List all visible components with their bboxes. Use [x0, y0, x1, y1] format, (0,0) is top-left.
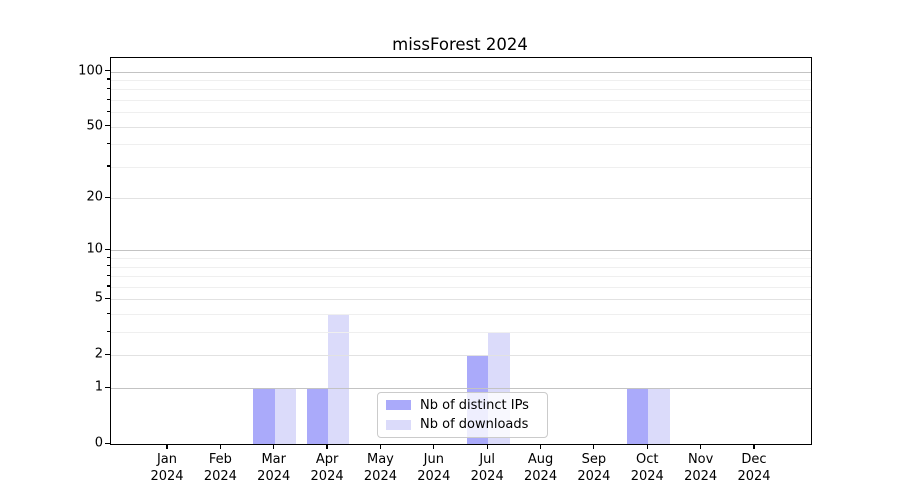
- x-tick-label-Jun: Jun 2024: [417, 452, 451, 484]
- bar-nb-of-downloads-Mar: [274, 388, 297, 444]
- gridline-minor-6: [111, 286, 811, 288]
- gridline-20: [111, 198, 811, 200]
- y-tick-100: [105, 70, 110, 72]
- x-tick-Oct: [646, 444, 648, 449]
- y-tick-2: [105, 353, 110, 356]
- x-tick-label-Dec: Dec 2024: [737, 452, 771, 484]
- x-tick-Jun: [433, 444, 435, 449]
- x-tick-Jan: [166, 444, 168, 449]
- gridline-1: [111, 388, 811, 390]
- chart-title: missForest 2024: [392, 35, 528, 54]
- x-tick-Dec: [753, 444, 755, 449]
- x-tick-label-Aug: Aug 2024: [524, 452, 558, 484]
- x-tick-label-Mar: Mar 2024: [257, 452, 291, 484]
- y-tick-minor-4: [107, 312, 110, 314]
- y-tick-label-100: 100: [78, 63, 103, 79]
- x-tick-label-Jan: Jan 2024: [150, 452, 184, 484]
- gridline-minor-4: [111, 314, 811, 316]
- y-tick-minor-70: [107, 98, 110, 100]
- x-tick-Feb: [219, 444, 221, 449]
- gridline-minor-7: [111, 276, 811, 278]
- gridline-2: [111, 355, 811, 357]
- x-tick-label-Nov: Nov 2024: [684, 452, 718, 484]
- legend-item-downloads: Nb of downloads: [386, 417, 547, 432]
- y-tick-label-20: 20: [86, 189, 103, 205]
- gridline-minor-9: [111, 258, 811, 260]
- x-tick-label-Apr: Apr 2024: [310, 452, 344, 484]
- gridline-minor-70: [111, 100, 811, 101]
- x-tick-label-Oct: Oct 2024: [630, 452, 664, 484]
- bar-nb-of-distinct-ips-Oct: [626, 388, 649, 444]
- gridline-minor-80: [111, 89, 811, 91]
- x-tick-Sep: [593, 444, 595, 449]
- y-tick-label-5: 5: [94, 290, 103, 306]
- x-tick-label-Sep: Sep 2024: [577, 452, 611, 484]
- gridline-5: [111, 299, 811, 301]
- x-tick-Aug: [539, 444, 542, 449]
- x-tick-Mar: [273, 444, 275, 449]
- x-tick-May: [379, 444, 382, 449]
- gridline-100: [111, 71, 811, 73]
- y-tick-minor-40: [107, 142, 110, 144]
- y-tick-minor-7: [107, 274, 110, 276]
- y-tick-20: [105, 196, 110, 198]
- x-tick-Jul: [486, 444, 488, 449]
- y-tick-minor-6: [107, 285, 110, 287]
- y-tick-minor-80: [107, 87, 110, 90]
- legend-item-distinct-ips: Nb of distinct IPs: [386, 398, 547, 413]
- y-tick-minor-90: [107, 78, 110, 80]
- x-tick-label-Jul: Jul 2024: [470, 452, 504, 484]
- y-tick-label-0: 0: [94, 435, 103, 451]
- gridline-minor-90: [111, 79, 811, 81]
- y-tick-1: [105, 386, 110, 388]
- y-tick-label-2: 2: [94, 346, 103, 362]
- bar-nb-of-distinct-ips-Apr: [306, 388, 329, 444]
- y-tick-50: [105, 125, 110, 127]
- y-tick-minor-8: [107, 265, 110, 267]
- bar-nb-of-distinct-ips-Mar: [253, 388, 275, 444]
- x-tick-Apr: [326, 444, 328, 449]
- gridline-10: [111, 250, 811, 252]
- x-tick-label-Feb: Feb 2024: [203, 452, 237, 484]
- legend-swatch-distinct-ips: [386, 400, 411, 411]
- y-tick-label-1: 1: [94, 379, 103, 395]
- y-tick-5: [105, 297, 110, 300]
- y-tick-minor-9: [107, 256, 110, 258]
- y-tick-10: [105, 248, 110, 251]
- gridline-minor-40: [111, 144, 811, 146]
- gridline-minor-3: [111, 332, 811, 334]
- bar-nb-of-downloads-Oct: [648, 388, 670, 444]
- y-tick-0: [105, 442, 110, 444]
- y-tick-minor-30: [107, 165, 110, 167]
- x-tick-Nov: [700, 444, 702, 449]
- y-tick-minor-60: [107, 110, 110, 112]
- legend: Nb of distinct IPs Nb of downloads: [377, 392, 548, 438]
- legend-label-downloads: Nb of downloads: [420, 417, 529, 433]
- legend-swatch-downloads: [386, 419, 411, 430]
- bar-nb-of-downloads-Apr: [328, 314, 350, 444]
- gridline-50: [111, 126, 811, 128]
- x-tick-label-May: May 2024: [363, 452, 397, 484]
- y-tick-label-50: 50: [86, 118, 103, 134]
- gridline-minor-60: [111, 112, 811, 114]
- legend-label-distinct-ips: Nb of distinct IPs: [420, 397, 529, 413]
- y-tick-label-10: 10: [86, 241, 103, 257]
- plot-area: [110, 57, 812, 445]
- gridline-minor-8: [111, 266, 811, 268]
- y-tick-minor-3: [107, 330, 110, 332]
- gridline-minor-30: [111, 166, 811, 168]
